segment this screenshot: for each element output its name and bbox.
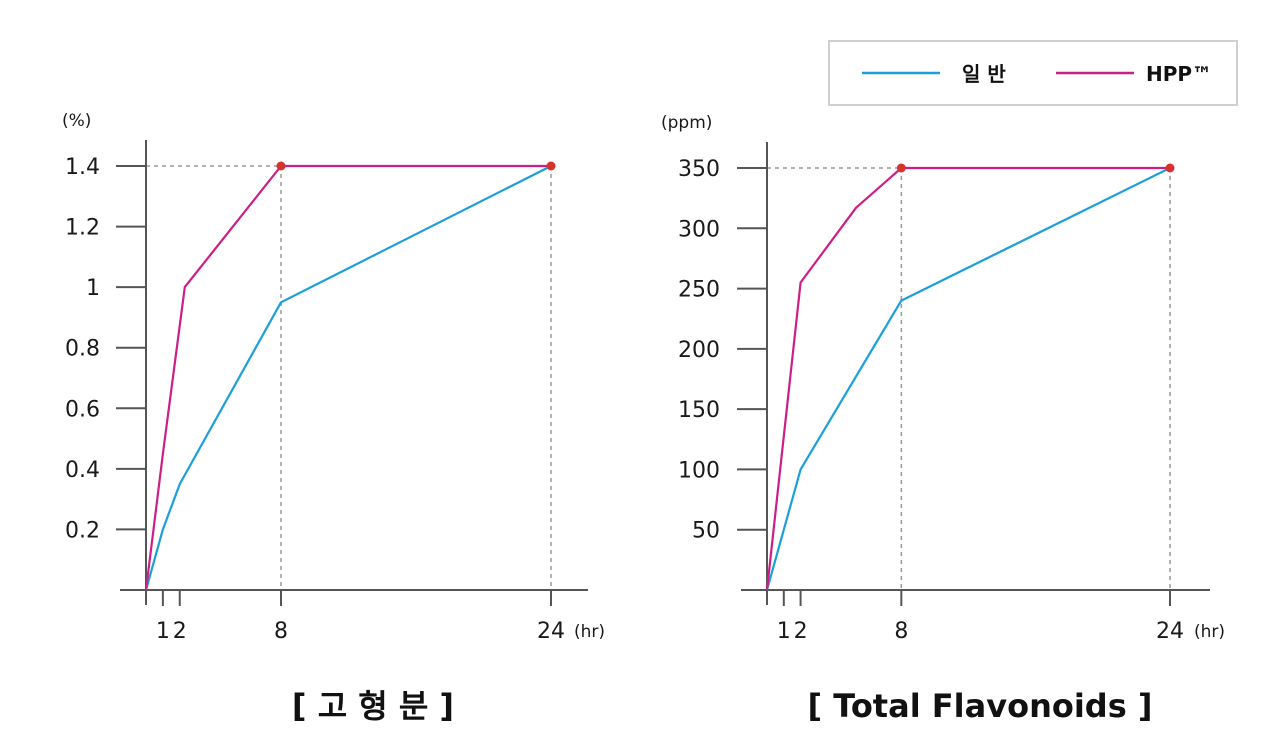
y-tick-label: 300: [678, 217, 720, 242]
y-tick-label: 0.2: [65, 518, 100, 543]
y-tick-label: 0.4: [65, 458, 100, 483]
x-unit-label: (hr): [574, 622, 605, 642]
x-tick-label: 1: [156, 619, 170, 644]
x-tick-label: 24: [537, 619, 565, 644]
y-tick-label: 250: [678, 278, 720, 303]
series-line-hpp: [765, 166, 1170, 591]
y-unit-label: (ppm): [661, 113, 712, 133]
chart-title: [ 고 형 분 ]: [292, 687, 454, 725]
y-tick-label: 0.8: [65, 337, 100, 362]
chart-flavonoids: (ppm) (hr) [ Total Flavonoids ] 50 100 150…: [661, 113, 1225, 725]
y-tick-label: 350: [678, 157, 720, 182]
series-line-hpp: [144, 164, 551, 591]
data-point-marker: [896, 163, 906, 173]
data-point-marker: [1165, 163, 1175, 173]
y-tick-label: 200: [678, 338, 720, 363]
chart-solids: (%) (hr) [ 고 형 분 ] 0.20.40.60.811.21.41 2…: [62, 111, 605, 725]
y-tick-label: 1: [86, 276, 100, 301]
legend-label-hpp: HPP™: [1146, 62, 1212, 86]
legend: 일 반 HPP™: [828, 40, 1238, 106]
y-unit-label: (%): [62, 111, 91, 131]
y-tick-label: 150: [678, 398, 720, 423]
x-tick-label: 24: [1156, 619, 1184, 644]
series-line-normal: [765, 167, 1171, 591]
data-point-marker: [276, 161, 286, 171]
x-tick-label: 2: [794, 619, 808, 644]
x-unit-label: (hr): [1194, 622, 1225, 642]
legend-label-normal: 일 반: [962, 62, 1006, 86]
data-point-marker: [546, 161, 556, 171]
chart-title: [ Total Flavonoids ]: [807, 687, 1152, 725]
x-tick-label: 8: [894, 619, 908, 644]
x-tick-label: 2: [173, 619, 187, 644]
x-tick-label: 1: [777, 619, 791, 644]
x-tick-label: 8: [274, 619, 288, 644]
y-tick-label: 100: [678, 458, 720, 483]
y-tick-label: 1.2: [65, 216, 100, 241]
series-line-normal: [144, 165, 552, 591]
y-tick-label: 0.6: [65, 397, 100, 422]
y-tick-label: 50: [692, 519, 720, 544]
y-tick-label: 1.4: [65, 155, 100, 180]
